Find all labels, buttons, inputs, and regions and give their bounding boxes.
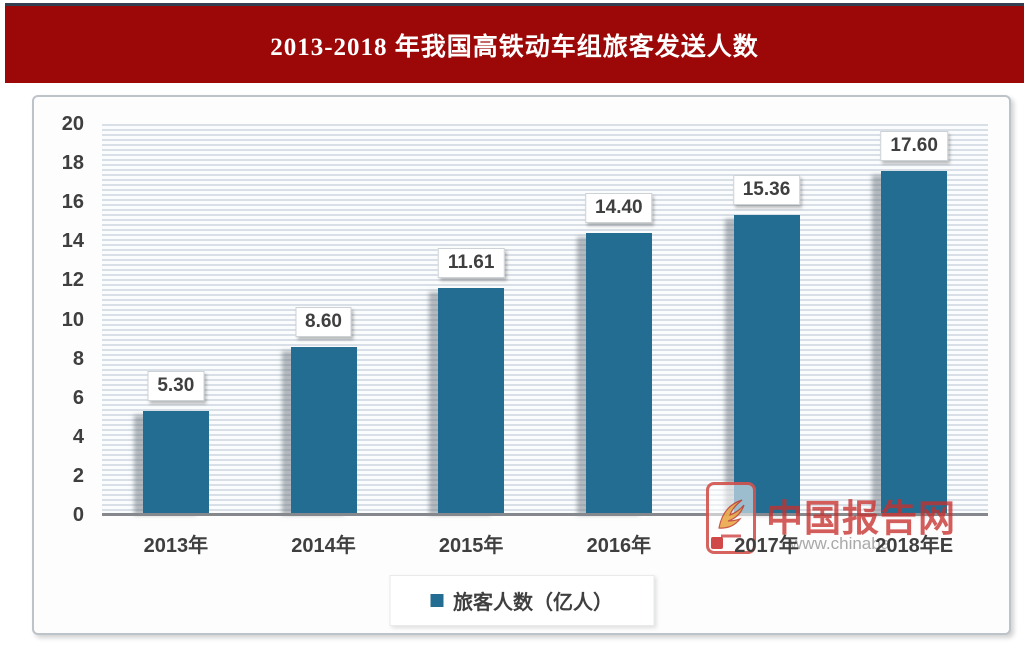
value-label-2016年: 14.40	[585, 193, 653, 224]
x-axis-label-2017年: 2017年	[734, 535, 799, 557]
x-axis-label-2015年: 2015年	[438, 535, 504, 557]
y-axis-tick-label: 18	[61, 152, 84, 175]
bar-2013年	[142, 411, 209, 515]
x-axis-label-2013年: 2013年	[143, 535, 209, 557]
y-axis-tick-label: 12	[61, 269, 84, 292]
plot-area	[102, 124, 988, 515]
chart-title: 2013-2018 年我国高铁动车组旅客发送人数	[270, 33, 759, 61]
watermark-logo-mark	[711, 537, 723, 549]
y-axis-tick-label: 20	[61, 113, 84, 135]
header-top-accent-line	[5, 3, 1024, 6]
bar-2015年	[438, 288, 505, 515]
x-axis-line	[102, 513, 988, 516]
x-axis-label-2018年E: 2018年E	[875, 535, 954, 557]
value-label-2014年: 8.60	[295, 306, 352, 337]
watermark-logo	[706, 482, 756, 554]
y-axis-tick-label: 4	[72, 425, 84, 448]
x-axis-label-2016年: 2016年	[586, 535, 652, 557]
y-axis-tick-label: 8	[72, 347, 84, 370]
phoenix-icon	[718, 499, 745, 538]
x-axis-label-2014年: 2014年	[291, 535, 356, 557]
value-label-2018年E: 17.60	[880, 130, 948, 161]
y-axis-tick-label: 14	[61, 230, 84, 253]
watermark-brand-text: 中国报告网	[766, 498, 956, 539]
chart-panel: 中国报告网 www.chinaba 旅客人数（亿人） 0 2 4 6 8 10 12 14 16…	[32, 95, 1011, 635]
bar-2014年	[290, 346, 357, 515]
value-label-2015年: 11.61	[437, 248, 505, 279]
y-axis-tick-label: 0	[72, 504, 84, 526]
y-axis-tick-label: 6	[72, 386, 84, 409]
bar-2016年	[585, 233, 652, 515]
bar-2017年	[733, 214, 800, 515]
value-label-2017年: 15.36	[732, 174, 801, 205]
y-axis-tick-label: 10	[61, 308, 84, 331]
bar-2018年E	[881, 170, 948, 515]
y-axis-tick-label: 2	[72, 464, 84, 487]
watermark: 中国报告网 www.chinaba	[706, 482, 1006, 577]
value-label-2013年: 5.30	[147, 371, 205, 402]
legend-marker-swatch	[430, 594, 443, 607]
watermark-url-text: www.chinaba	[790, 534, 891, 553]
legend-series-label: 旅客人数（亿人）	[453, 592, 613, 614]
chart-legend: 旅客人数（亿人）	[389, 575, 654, 626]
chart-title-bar: 2013-2018 年我国高铁动车组旅客发送人数	[5, 6, 1024, 83]
y-axis-tick-label: 16	[61, 191, 84, 214]
